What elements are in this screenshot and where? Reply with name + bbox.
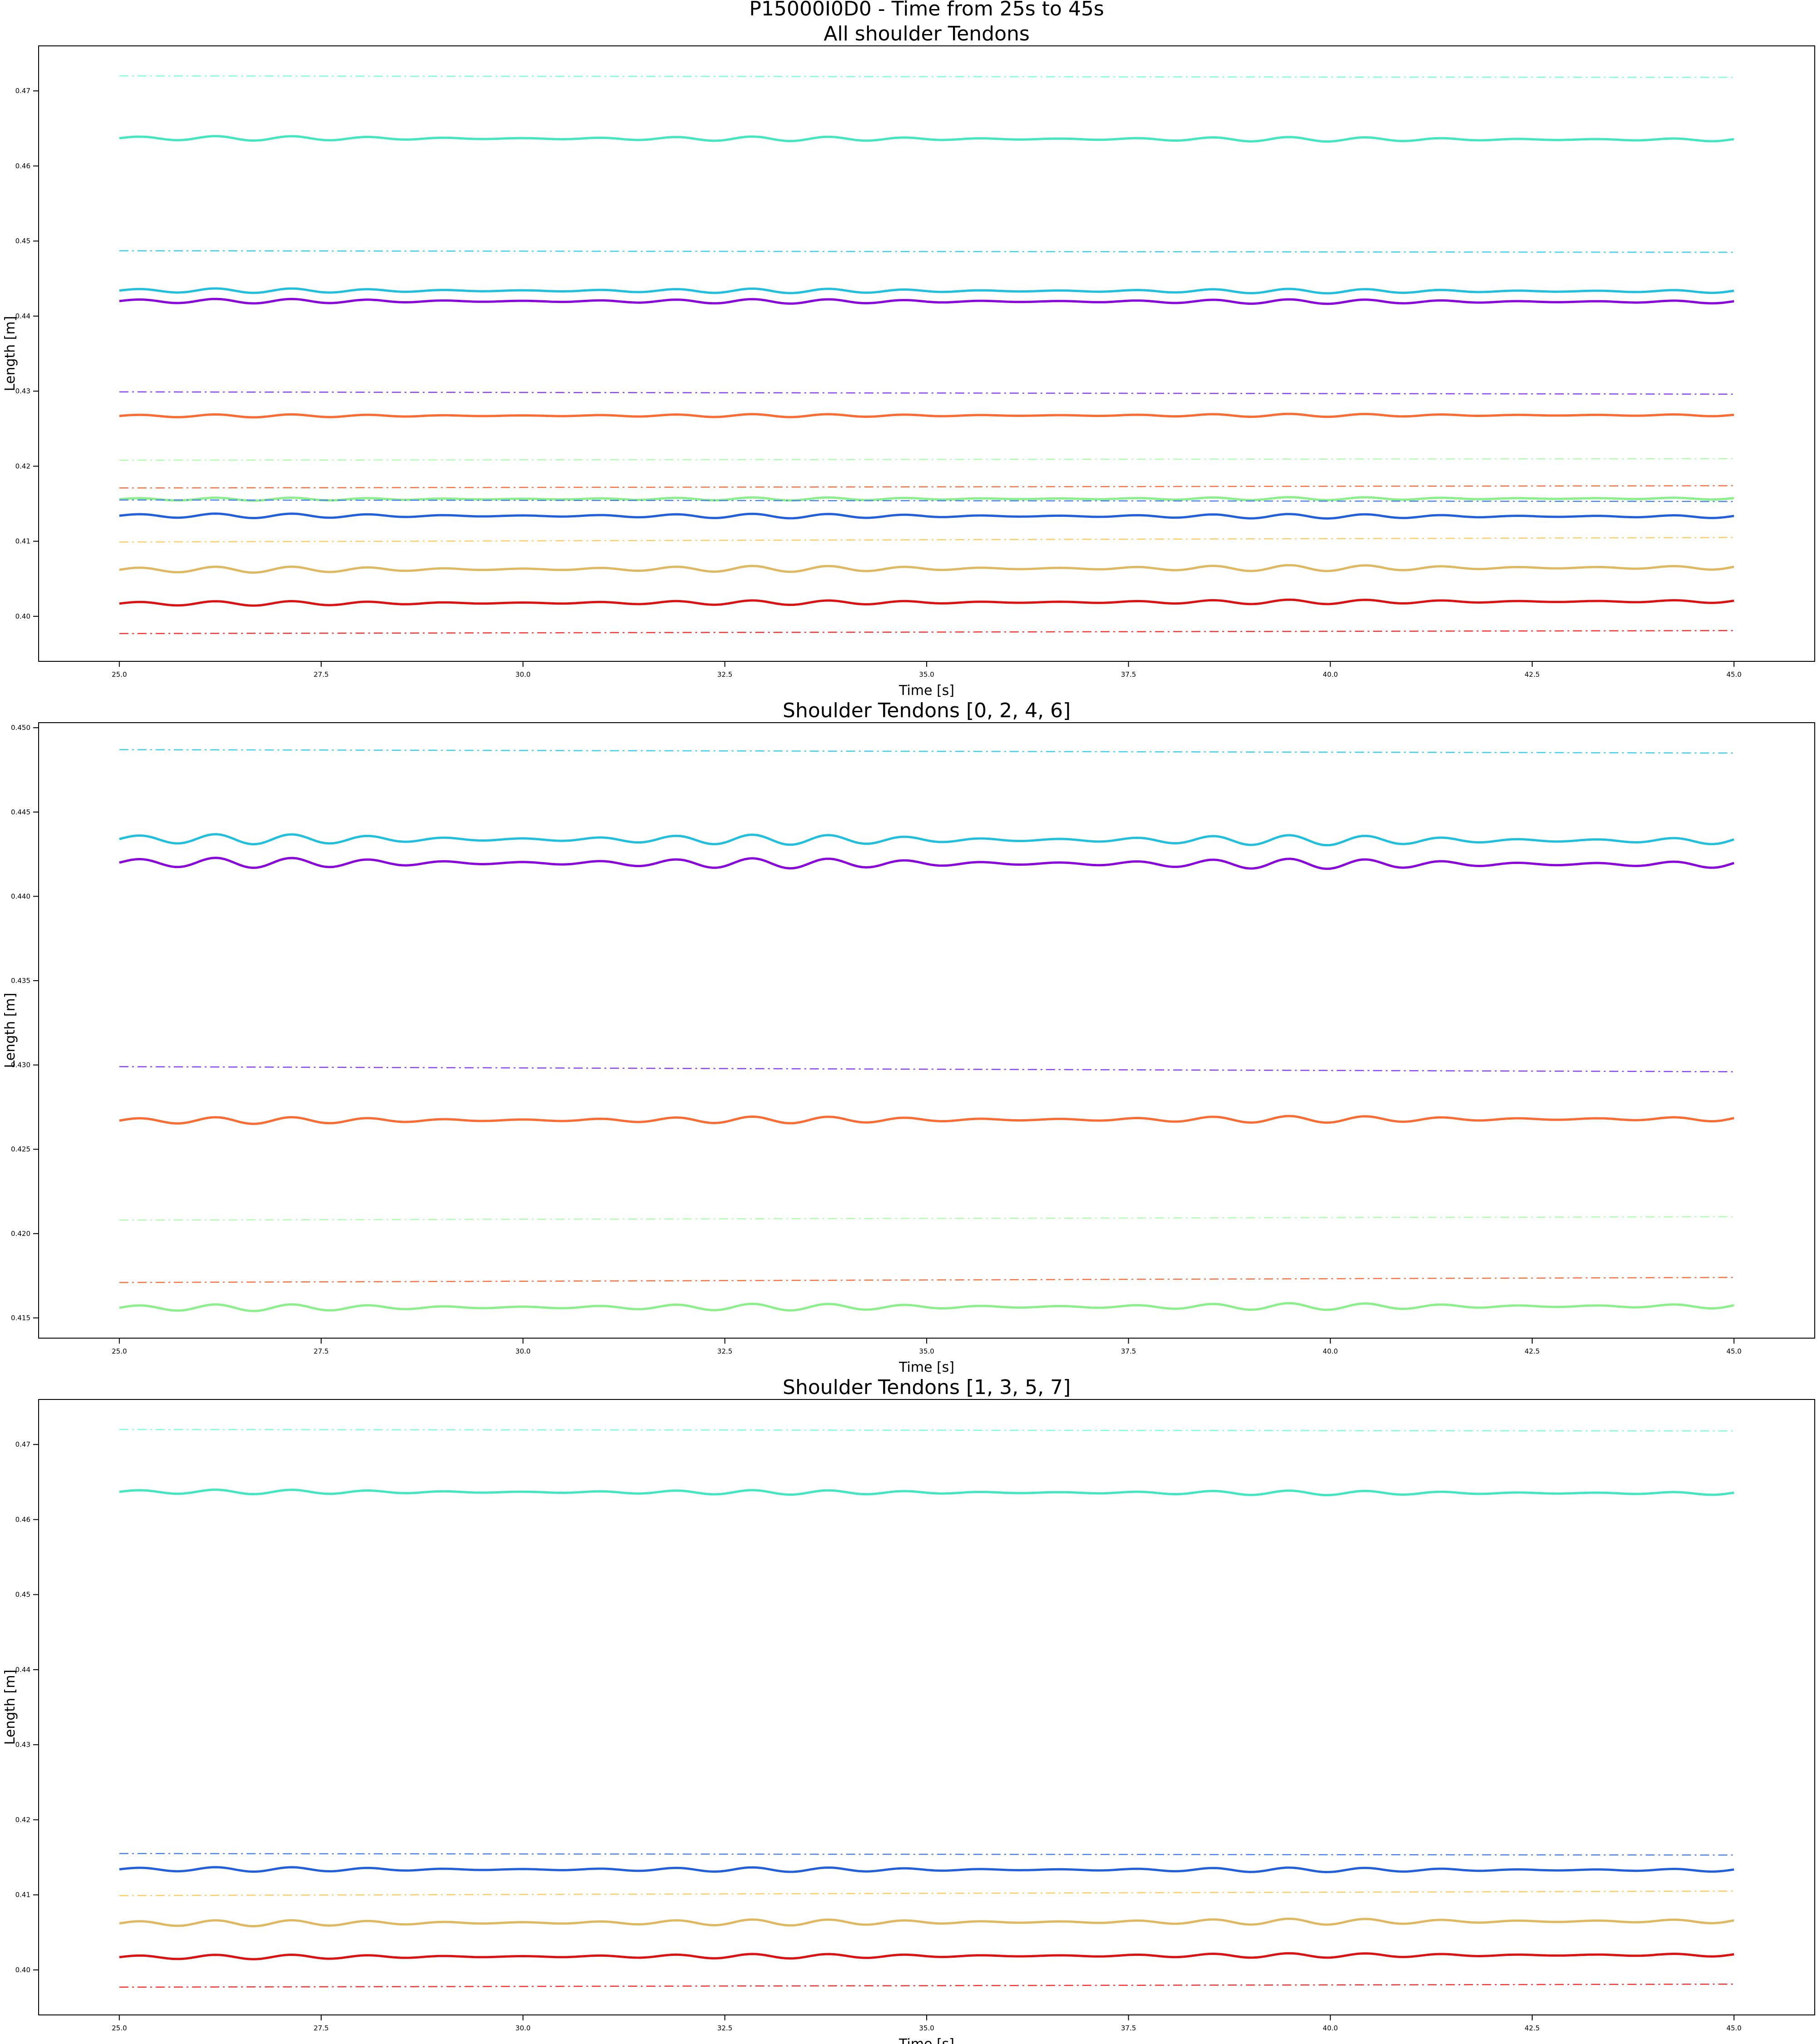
x-tick-label: 45.0 [1727, 670, 1742, 679]
x-tick-label: 40.0 [1323, 670, 1338, 679]
x-tick-label: 27.5 [313, 2024, 328, 2032]
y-tick-label: 0.45 [15, 237, 30, 245]
x-tick-label: 37.5 [1121, 670, 1136, 679]
y-tick-label: 0.44 [15, 1666, 30, 1674]
series-line-11 [119, 499, 1734, 502]
x-tick-label: 40.0 [1323, 2024, 1338, 2032]
x-tick-label: 27.5 [313, 1347, 328, 1355]
series-line-8 [119, 458, 1734, 461]
y-tick-label: 0.45 [15, 1591, 30, 1599]
series-line-5 [119, 1115, 1734, 1125]
series-line-1 [119, 75, 1734, 78]
x-tick-label: 35.0 [919, 1347, 934, 1355]
series-line-13 [119, 537, 1734, 543]
series-line-8 [119, 1302, 1734, 1312]
y-tick-label: 0.440 [11, 892, 30, 900]
y-tick-label: 0.40 [15, 1966, 30, 1974]
y-axis-label: Length [m] [2, 1670, 18, 1745]
plot-frame [38, 722, 1815, 1339]
chart-panel-1: 25.0 27.5 30.0 32.5 35.0 37.5 40.0 42.5 45.0 0.40… [2, 22, 1815, 699]
y-tick-label: 0.46 [15, 162, 30, 170]
y-tick-label: 0.47 [15, 87, 30, 95]
series-line-6 [119, 1216, 1734, 1221]
series-line-12 [119, 512, 1734, 520]
series-line-3 [119, 250, 1734, 253]
y-axis-label: Length [m] [2, 993, 18, 1068]
series-line-7 [119, 1277, 1734, 1283]
x-axis-label: Time [s] [899, 2036, 954, 2044]
x-tick-label: 37.5 [1121, 2024, 1136, 2032]
chart-panel-2: 25.0 27.5 30.0 32.5 35.0 37.5 40.0 42.5 45.0 0.41… [2, 699, 1815, 1375]
y-tick-label: 0.430 [11, 1061, 30, 1069]
x-tick-label: 25.0 [112, 1347, 127, 1355]
x-tick-label: 27.5 [313, 670, 328, 679]
chart-title: All shoulder Tendons [824, 22, 1029, 45]
y-tick-label: 0.41 [15, 537, 30, 546]
y-tick-label: 0.425 [11, 1145, 30, 1153]
chart-panel-3: 25.0 27.5 30.0 32.5 35.0 37.5 40.0 42.5 45.0 0.40… [2, 1376, 1815, 2044]
y-tick-label: 0.47 [15, 1440, 30, 1449]
y-tick-label: 0.42 [15, 1816, 30, 1824]
series-line-4 [119, 287, 1734, 295]
series-line-6 [119, 391, 1734, 395]
x-tick-label: 30.0 [516, 670, 531, 679]
series-line-5 [119, 1890, 1734, 1896]
y-tick-label: 0.42 [15, 462, 30, 470]
x-tick-label: 42.5 [1524, 670, 1539, 679]
y-tick-label: 0.41 [15, 1891, 30, 1899]
y-tick-label: 0.43 [15, 387, 30, 395]
series-line-4 [119, 1066, 1734, 1072]
x-tick-label: 32.5 [717, 2024, 732, 2032]
chart-title: Shoulder Tendons [0, 2, 4, 6] [783, 699, 1071, 722]
y-tick-label: 0.40 [15, 612, 30, 620]
series-line-5 [119, 298, 1734, 305]
series-line-16 [119, 630, 1734, 635]
x-tick-label: 42.5 [1524, 2024, 1539, 2032]
x-tick-label: 32.5 [717, 1347, 732, 1355]
x-axis-label: Time [s] [899, 683, 954, 699]
x-tick-label: 42.5 [1524, 1347, 1539, 1355]
x-tick-label: 45.0 [1727, 2024, 1742, 2032]
x-tick-label: 45.0 [1727, 1347, 1742, 1355]
x-tick-label: 30.0 [516, 1347, 531, 1355]
series-line-15 [119, 598, 1734, 607]
x-tick-label: 25.0 [112, 2024, 127, 2032]
series-line-7 [119, 1952, 1734, 1960]
y-axis-label: Length [m] [2, 316, 18, 392]
series-line-1 [119, 1429, 1734, 1432]
x-tick-label: 35.0 [919, 670, 934, 679]
x-tick-label: 37.5 [1121, 1347, 1136, 1355]
y-tick-label: 0.420 [11, 1230, 30, 1238]
series-line-8 [119, 1984, 1734, 1988]
x-tick-label: 25.0 [112, 670, 127, 679]
y-tick-label: 0.44 [15, 312, 30, 320]
x-tick-label: 32.5 [717, 670, 732, 679]
y-tick-label: 0.450 [11, 724, 30, 732]
chart-title: Shoulder Tendons [1, 3, 5, 7] [783, 1376, 1071, 1399]
series-line-1 [119, 749, 1734, 754]
series-line-10 [119, 496, 1734, 502]
series-line-7 [119, 412, 1734, 419]
series-line-3 [119, 857, 1735, 870]
x-tick-label: 35.0 [919, 2024, 934, 2032]
series-line-3 [119, 1853, 1734, 1856]
series-line-4 [119, 1866, 1734, 1874]
x-axis-label: Time [s] [899, 1359, 954, 1375]
y-tick-label: 0.435 [11, 977, 30, 985]
series-line-2 [119, 1488, 1734, 1497]
y-tick-label: 0.445 [11, 808, 30, 816]
y-tick-label: 0.46 [15, 1515, 30, 1523]
series-line-14 [119, 564, 1734, 574]
series-line-9 [119, 485, 1734, 489]
x-tick-label: 30.0 [516, 2024, 531, 2032]
y-tick-label: 0.415 [11, 1314, 30, 1322]
series-line-6 [119, 1917, 1734, 1928]
y-tick-label: 0.43 [15, 1741, 30, 1749]
x-tick-label: 40.0 [1323, 1347, 1338, 1355]
figure-suptitle: P15000I0D0 - Time from 25s to 45s [749, 0, 1104, 20]
series-line-2 [119, 833, 1735, 847]
series-line-2 [119, 135, 1734, 143]
